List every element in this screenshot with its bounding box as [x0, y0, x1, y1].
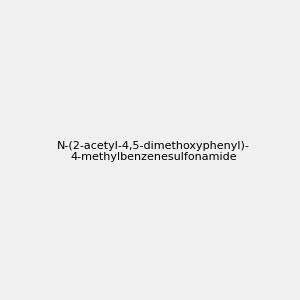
Text: N-(2-acetyl-4,5-dimethoxyphenyl)-
4-methylbenzenesulfonamide: N-(2-acetyl-4,5-dimethoxyphenyl)- 4-meth… [57, 141, 250, 162]
